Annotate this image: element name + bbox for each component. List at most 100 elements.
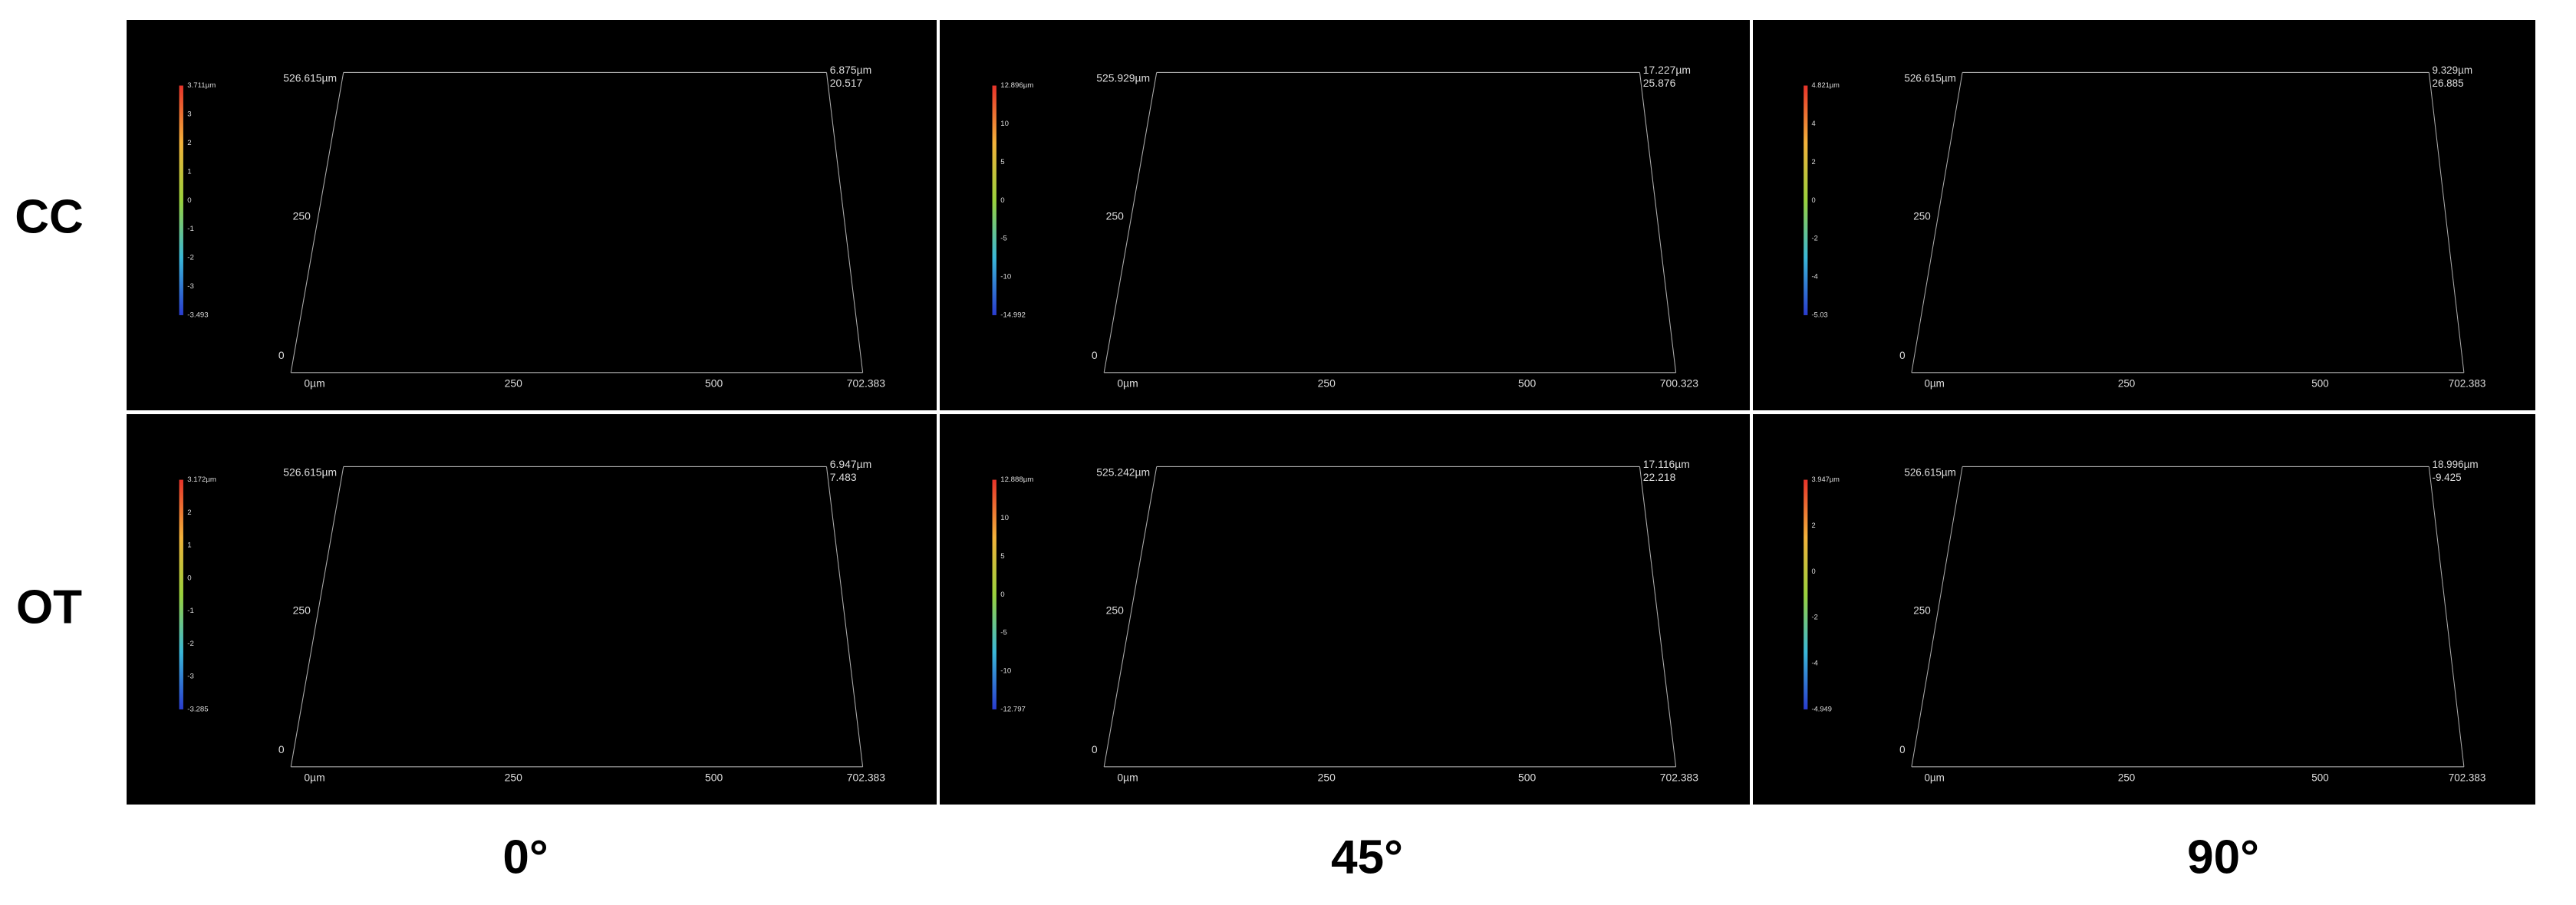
- z-axis-label: 6.947µm: [830, 458, 871, 470]
- x-axis-label: 0µm: [304, 771, 324, 783]
- x-axis-label: 250: [505, 771, 522, 783]
- colorbar-label: 0: [1812, 196, 1816, 205]
- z-axis-label: 18.996µm: [2433, 459, 2479, 470]
- surface-map: [1120, 469, 1676, 754]
- colorbar-label: -2: [1812, 614, 1818, 622]
- colorbar-label: 10: [1000, 120, 1009, 128]
- surface: [1927, 75, 2464, 354]
- axis-line: [290, 466, 344, 767]
- colorbar-label: 5: [1000, 158, 1004, 166]
- x-axis-label: 702.383: [2449, 377, 2486, 389]
- y-axis-label: 250: [1913, 210, 1931, 222]
- colorbar-label: -10: [1000, 667, 1011, 676]
- colorbar-label: 4: [1812, 120, 1816, 128]
- colorbar-label: -1: [187, 607, 194, 615]
- y-axis-label: 526.615µm: [1904, 466, 1955, 478]
- surface-map: [307, 75, 863, 354]
- axis-line: [1911, 466, 1963, 767]
- y-axis-label: 0: [278, 743, 285, 755]
- column-label: 45°: [1331, 831, 1403, 884]
- colorbar-label: 10: [1000, 514, 1009, 522]
- x-axis-label: 702.383: [847, 377, 886, 389]
- y-axis-label: 250: [293, 209, 311, 222]
- axis-line: [1103, 466, 1158, 767]
- surface-map: [1927, 75, 2464, 354]
- colorbar-label: 12.896µm: [1000, 81, 1033, 90]
- colorbar-label: -3.285: [187, 706, 208, 714]
- colorbar-label: -12.797: [1000, 706, 1026, 714]
- colorbar-label: -3: [187, 282, 194, 291]
- x-axis-label: 702.383: [847, 771, 886, 783]
- z-axis-label: 17.227µm: [1643, 64, 1691, 76]
- colorbar-label: 2: [187, 508, 191, 517]
- y-axis-label: 526.615µm: [1904, 72, 1955, 84]
- x-axis-label: 500: [705, 771, 723, 783]
- surface-panel: 3.172µm 2 1 0 -1 -2 -3 -3.285 526.615µm 250 0 0µm 25…: [127, 414, 937, 805]
- colorbar-label: 0: [1000, 196, 1004, 205]
- x-axis-label: 500: [2311, 772, 2329, 783]
- axis-line: [825, 466, 864, 767]
- x-axis-label: 500: [1518, 377, 1536, 389]
- surface-map: [307, 469, 863, 748]
- y-axis-label: 0: [1899, 350, 1906, 361]
- colorbar: [1804, 85, 1808, 315]
- surface-panel: 3.711µm 3 2 1 0 -1 -2 -3 -3.493 526.615µm 250 0 0µm 2…: [127, 20, 937, 410]
- colorbar-label: 1: [187, 167, 191, 176]
- colorbar-label: 0: [1812, 568, 1816, 576]
- colorbar-label: 2: [1812, 522, 1816, 530]
- colorbar-label: 12.888µm: [1000, 476, 1033, 484]
- axis-line: [1911, 72, 1963, 373]
- row-label: CC: [15, 190, 84, 244]
- column-label: 90°: [2187, 831, 2259, 884]
- colorbar-label: 3: [187, 110, 191, 119]
- z-axis-label: 6.875µm: [830, 64, 871, 76]
- x-axis-label: 250: [1318, 377, 1336, 389]
- colorbar-label: -4: [1812, 272, 1818, 281]
- surface-map: [1120, 75, 1676, 360]
- colorbar-label: 2: [1812, 158, 1816, 166]
- column-label: 0°: [502, 831, 548, 884]
- colorbar-label: 3.711µm: [187, 81, 216, 90]
- x-axis-label: 702.383: [2449, 772, 2486, 783]
- surface-map: [1927, 469, 2464, 748]
- colorbar-label: -10: [1000, 273, 1011, 281]
- y-axis-label: 250: [1106, 604, 1124, 616]
- colorbar-label: 3.172µm: [187, 476, 216, 484]
- colorbar: [992, 85, 996, 315]
- z-axis-label: 17.116µm: [1643, 458, 1690, 470]
- axis-line: [825, 72, 864, 373]
- surface-panel: 12.888µm 10 5 0 -5 -10 -12.797 525.242µm 250 0 0µm…: [940, 414, 1750, 805]
- x-axis-label: 250: [505, 377, 522, 389]
- y-axis-label: 0: [1092, 743, 1098, 755]
- x-axis-label: 0µm: [304, 377, 324, 389]
- z-axis-label: 9.329µm: [2433, 64, 2473, 76]
- colorbar-label: 3.947µm: [1812, 476, 1840, 484]
- axis-line: [1103, 72, 1158, 373]
- colorbar-label: -5: [1000, 629, 1007, 637]
- x-axis-label: 700.323: [1660, 377, 1699, 389]
- surface: [1120, 75, 1676, 360]
- colorbar-label: -4: [1812, 659, 1818, 667]
- colorbar: [992, 479, 996, 709]
- colorbar-label: -2: [187, 640, 194, 648]
- colorbar: [179, 479, 183, 709]
- colorbar: [1804, 479, 1808, 709]
- colorbar-label: 5: [1000, 552, 1004, 561]
- colorbar-label: -3.493: [187, 311, 208, 320]
- y-axis-label: 250: [1913, 604, 1931, 616]
- axis-line: [290, 72, 344, 373]
- surface: [1927, 469, 2464, 748]
- axis-line: [1639, 466, 1677, 767]
- axis-line: [2428, 466, 2465, 767]
- y-axis-label: 525.242µm: [1096, 466, 1150, 479]
- colorbar-label: -2: [187, 254, 194, 262]
- colorbar-label: 1: [187, 541, 191, 550]
- row-label: OT: [15, 581, 83, 634]
- x-axis-label: 500: [705, 377, 723, 389]
- colorbar-label: -1: [187, 225, 194, 233]
- x-axis-label: 702.383: [1660, 771, 1699, 783]
- surface: [307, 75, 863, 354]
- z-axis-label: 7.483: [830, 471, 857, 483]
- surface-panel: 12.896µm 10 5 0 -5 -10 -14.992 525.929µm 250 0 0µm…: [940, 20, 1750, 410]
- x-axis-label: 0µm: [1924, 377, 1944, 389]
